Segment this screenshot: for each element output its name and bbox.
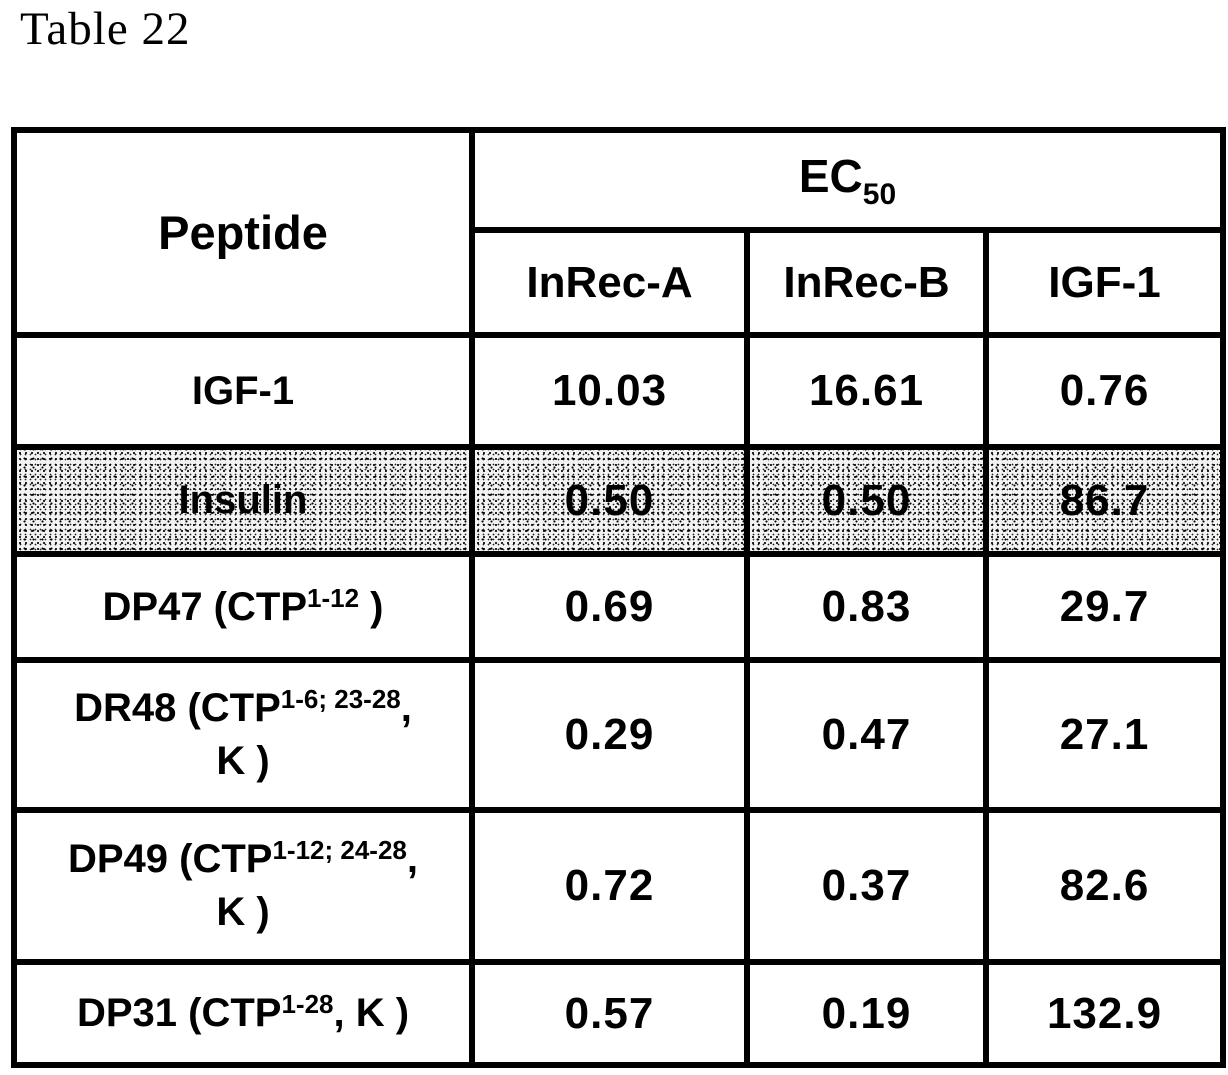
ec50-value-cell: 0.57: [469, 959, 750, 1068]
peptide-superscript: 1-6; 23-28: [280, 684, 401, 715]
ec50-value-cell: 0.72: [469, 807, 750, 965]
column-header-ec50: EC50: [468, 127, 1227, 233]
ec50-value-cell: 82.6: [982, 807, 1227, 965]
column-header-inrec-b: InRec-B: [744, 227, 989, 338]
ec50-value-cell: 27.1: [982, 657, 1227, 813]
ec50-base-text: EC: [798, 149, 863, 202]
column-header-igf-1: IGF-1: [982, 227, 1227, 338]
ec50-value-cell: 0.19: [744, 959, 989, 1068]
table-row: DP47 (CTP1-12 ) 0.69 0.83 29.7: [11, 551, 1227, 663]
table-row: Insulin 0.50 0.50 86.7: [11, 444, 1227, 557]
peptide-name-text: ,: [400, 686, 412, 731]
table-row: DP49 (CTP1-12; 24-28, K ) 0.72 0.37 82.6: [11, 807, 1227, 965]
peptide-name-text: DP31 (CTP: [76, 991, 282, 1036]
table-header: Peptide EC50 InRec-A InRec-B IGF-1: [11, 127, 1227, 338]
ec50-value-cell: 0.83: [744, 551, 989, 663]
peptide-name-text: , K ): [333, 991, 410, 1036]
ec50-subscript: 50: [862, 177, 897, 211]
peptide-name-text: K ): [216, 739, 270, 783]
ec50-value-cell: 0.29: [469, 657, 750, 813]
ec50-value-cell: 0.76: [982, 332, 1227, 450]
peptide-name-text: DR48 (CTP: [74, 686, 281, 731]
header-row-top: Peptide EC50: [11, 127, 1227, 338]
peptide-name-text: IGF-1: [191, 368, 295, 413]
column-header-peptide: Peptide: [11, 127, 475, 338]
table-row: DP31 (CTP1-28, K ) 0.57 0.19 132.9: [11, 959, 1227, 1068]
ec50-value-cell: 0.50: [469, 444, 750, 557]
peptide-superscript: 1-12: [307, 582, 360, 613]
ec50-value-cell: 0.47: [744, 657, 989, 813]
peptide-cell: DR48 (CTP1-6; 23-28, K ): [11, 657, 475, 813]
header-row-receptors: InRec-A InRec-B IGF-1: [14, 227, 1227, 338]
peptide-name-text: K ): [216, 890, 270, 934]
peptide-cell: DP49 (CTP1-12; 24-28, K ): [11, 807, 475, 965]
peptide-superscript: 1-12; 24-28: [272, 835, 407, 866]
ec50-value-cell: 10.03: [469, 332, 750, 450]
table-caption: Table 22: [20, 3, 191, 55]
peptide-cell: Insulin: [11, 444, 475, 557]
ec50-value-cell: 16.61: [744, 332, 989, 450]
ec50-value-cell: 0.37: [744, 807, 989, 965]
peptide-superscript: 1-28: [281, 989, 334, 1020]
peptide-cell: DP31 (CTP1-28, K ): [11, 959, 475, 1068]
peptide-name-text: Insulin: [178, 478, 308, 523]
ec50-value-cell: 29.7: [982, 551, 1227, 663]
table-row: IGF-1 10.03 16.61 0.76: [11, 332, 1227, 450]
table-row: DR48 (CTP1-6; 23-28, K ) 0.29 0.47 27.1: [11, 657, 1227, 813]
column-header-inrec-a: InRec-A: [469, 227, 750, 338]
table-body: IGF-1 10.03 16.61 0.76 Insulin 0.50 0.50 86.7 DP…: [11, 332, 1227, 1068]
peptide-name-text: DP47 (CTP: [102, 584, 308, 629]
ec50-value-cell: 0.50: [744, 444, 989, 557]
ec50-value-cell: 0.69: [469, 551, 750, 663]
peptide-name-text: ,: [406, 837, 419, 882]
ec50-value-cell: 86.7: [982, 444, 1227, 557]
ec50-value-cell: 132.9: [982, 959, 1227, 1068]
ec50-results-table: Peptide EC50 InRec-A InRec-B IGF-1 IGF-1…: [11, 127, 1227, 1068]
peptide-cell: IGF-1: [11, 332, 475, 450]
peptide-cell: DP47 (CTP1-12 ): [11, 551, 475, 663]
peptide-name-text: ): [359, 584, 384, 629]
peptide-name-text: DP49 (CTP: [67, 837, 273, 882]
